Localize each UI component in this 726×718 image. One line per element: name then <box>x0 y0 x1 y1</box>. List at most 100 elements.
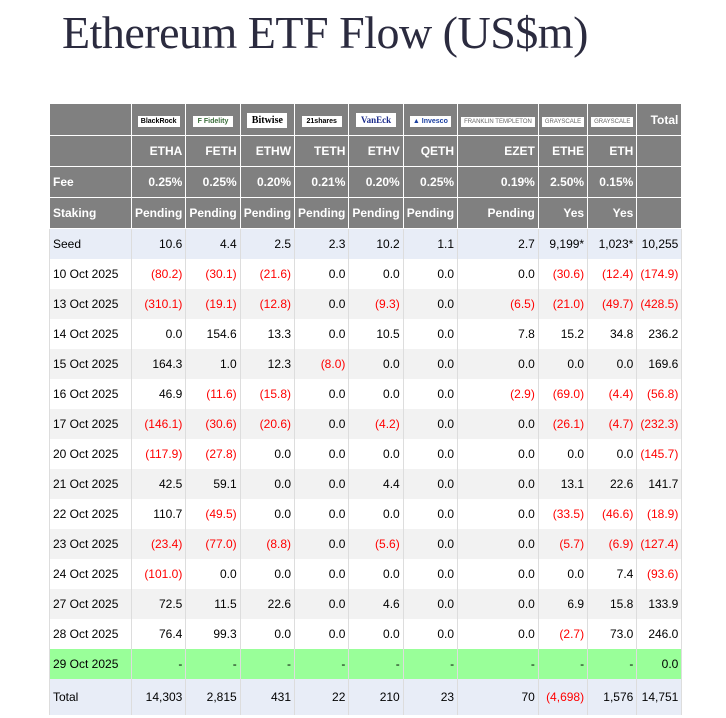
table-row: 28 Oct 2025 76.4 99.3 0.0 0.0 0.0 0.0 0.0 (2.7) 7… <box>49 619 683 649</box>
flow-cell: (30.1) <box>185 259 241 289</box>
flow-cell: 0.0 <box>239 499 296 529</box>
row-label: 22 Oct 2025 <box>49 499 132 529</box>
flow-cell: 0.0 <box>402 589 459 619</box>
flow-cell: 0.0 <box>294 619 350 649</box>
flow-cell: 0.0 <box>239 439 296 469</box>
flow-cell: 13.3 <box>239 319 296 349</box>
flow-cell: 0.0 <box>402 529 459 559</box>
flow-cell: (18.9) <box>636 499 683 529</box>
fee-cell: 0.25% <box>185 166 241 198</box>
flow-cell: 2.7 <box>457 228 539 259</box>
issuer-logo: FRANKLIN TEMPLETON <box>461 117 535 127</box>
flow-cell: 14,303 <box>130 679 187 715</box>
etf-flow-table: BlackRock F Fidelity Bitwise 21shares VanEck… <box>49 103 683 715</box>
flow-cell: (5.7) <box>537 529 589 559</box>
issuer-logo: Bitwise <box>247 112 288 128</box>
staking-cell: Pending <box>402 197 459 229</box>
flow-cell: 70 <box>457 679 539 715</box>
flow-cell: 246.0 <box>636 619 683 649</box>
flow-cell: 0.0 <box>457 439 539 469</box>
flow-cell: (23.4) <box>130 529 187 559</box>
flow-cell: (9.3) <box>348 289 404 319</box>
flow-cell: (8.0) <box>294 349 350 379</box>
table-row: 20 Oct 2025 (117.9) (27.8) 0.0 0.0 0.0 0.0 0.0 0… <box>49 439 683 469</box>
flow-cell: (4.2) <box>348 409 404 439</box>
flow-cell: 23 <box>402 679 459 715</box>
flow-cell: 99.3 <box>185 619 241 649</box>
flow-cell: 7.8 <box>457 319 539 349</box>
flow-cell: 2.3 <box>294 228 350 259</box>
flow-cell: 0.0 <box>587 349 638 379</box>
flow-cell: (101.0) <box>130 559 187 589</box>
flow-cell: 13.1 <box>537 469 589 499</box>
flow-cell: (21.0) <box>537 289 589 319</box>
flow-cell: 0.0 <box>457 349 539 379</box>
flow-cell: 10.6 <box>130 228 187 259</box>
flow-cell: 72.5 <box>130 589 187 619</box>
flow-cell: 2,815 <box>185 679 241 715</box>
flow-cell: 0.0 <box>402 259 459 289</box>
flow-cell: (127.4) <box>636 529 683 559</box>
flow-cell: 431 <box>239 679 296 715</box>
ticker-row: ETHA FETH ETHW TETH ETHV QETH EZET ETHE ETH <box>49 135 683 167</box>
row-label: 15 Oct 2025 <box>49 349 132 379</box>
blank-cell <box>49 103 132 136</box>
flow-cell: (12.4) <box>587 259 638 289</box>
staking-cell: Pending <box>457 197 539 229</box>
flow-cell: 0.0 <box>348 439 404 469</box>
flow-cell: 0.0 <box>239 469 296 499</box>
ticker-header: ETH <box>587 135 638 167</box>
flow-cell: 59.1 <box>185 469 241 499</box>
page-title: Ethereum ETF Flow (US$m) <box>62 7 588 58</box>
issuer-logo-cell: FRANKLIN TEMPLETON <box>457 103 539 136</box>
flow-cell: 42.5 <box>130 469 187 499</box>
flow-cell: (33.5) <box>537 499 589 529</box>
flow-cell: 73.0 <box>587 619 638 649</box>
flow-cell: (19.1) <box>185 289 241 319</box>
flow-cell: 11.5 <box>185 589 241 619</box>
flow-cell: (4,698) <box>537 679 589 715</box>
table-row: 14 Oct 2025 0.0 154.6 13.3 0.0 10.5 0.0 7.8 15.2… <box>49 319 683 349</box>
flow-cell: 22 <box>294 679 350 715</box>
flow-cell: (30.6) <box>537 259 589 289</box>
flow-cell: 7.4 <box>587 559 638 589</box>
ticker-header: FETH <box>185 135 241 167</box>
flow-cell: 0.0 <box>402 499 459 529</box>
flow-cell: 1.1 <box>402 228 459 259</box>
flow-cell: 0.0 <box>402 379 459 409</box>
issuer-logo: ▲ Invesco <box>409 116 451 127</box>
flow-cell: (2.9) <box>457 379 539 409</box>
flow-cell: 2.5 <box>239 228 296 259</box>
flow-cell: 0.0 <box>457 499 539 529</box>
row-label: 14 Oct 2025 <box>49 319 132 349</box>
flow-cell: 154.6 <box>185 319 241 349</box>
flow-cell: 0.0 <box>185 559 241 589</box>
flow-cell: - <box>537 649 589 679</box>
row-label: 27 Oct 2025 <box>49 589 132 619</box>
flow-cell: 0.0 <box>587 439 638 469</box>
fee-row: Fee 0.25% 0.25% 0.20% 0.21% 0.20% 0.25% 0.19% 2… <box>49 166 683 198</box>
issuer-logo-cell: F Fidelity <box>185 103 241 136</box>
flow-cell: (232.3) <box>636 409 683 439</box>
ticker-header: EZET <box>457 135 539 167</box>
flow-cell: 0.0 <box>457 259 539 289</box>
issuer-logo: F Fidelity <box>193 116 234 127</box>
flow-cell: 0.0 <box>130 319 187 349</box>
flow-cell: 76.4 <box>130 619 187 649</box>
flow-cell: - <box>239 649 296 679</box>
flow-cell: (6.5) <box>457 289 539 319</box>
row-label: 28 Oct 2025 <box>49 619 132 649</box>
issuer-logo-cell: BlackRock <box>130 103 187 136</box>
flow-cell: (77.0) <box>185 529 241 559</box>
ticker-header: ETHA <box>130 135 187 167</box>
flow-cell: (4.4) <box>587 379 638 409</box>
fee-cell: 0.20% <box>239 166 296 198</box>
flow-cell: 1,576 <box>587 679 638 715</box>
flow-cell: 15.2 <box>537 319 589 349</box>
staking-cell: Yes <box>537 197 589 229</box>
row-label: 23 Oct 2025 <box>49 529 132 559</box>
fee-label: Fee <box>49 166 132 198</box>
table-row: 13 Oct 2025 (310.1) (19.1) (12.8) 0.0 (9.3) 0.… <box>49 289 683 319</box>
issuer-logo-row: BlackRock F Fidelity Bitwise 21shares VanEck… <box>49 103 683 136</box>
table-row: 17 Oct 2025 (146.1) (30.6) (20.6) 0.0 (4.2) 0.… <box>49 409 683 439</box>
